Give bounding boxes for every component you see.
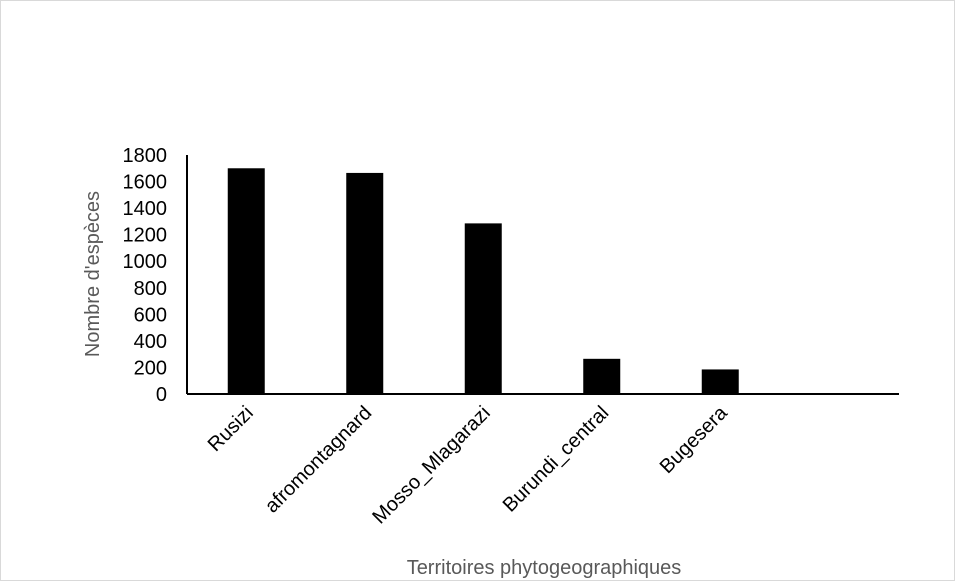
y-tick-label: 1000 (123, 251, 168, 273)
y-tick-label: 1200 (123, 225, 168, 247)
y-tick-label: 800 (134, 278, 167, 300)
bars-group (227, 168, 739, 394)
y-tick-label: 200 (134, 357, 167, 379)
x-tick-label: Bugesera (656, 401, 733, 478)
y-tick-label: 1800 (123, 145, 168, 167)
bar-mosso-mlagarazi (464, 223, 502, 394)
y-axis-title: Nombre d'espèces (82, 191, 104, 357)
y-tick-label: 1400 (123, 198, 168, 220)
x-tick-label: Burundi_central (499, 402, 614, 517)
y-tick-label: 600 (134, 304, 167, 326)
y-tick-label: 1600 (123, 172, 168, 194)
bar-bugesera (701, 369, 739, 394)
bar-burundi-central (583, 358, 621, 394)
x-axis-title: Territoires phytogeographiques (407, 557, 682, 579)
x-tick-label: afromontagnard (261, 402, 376, 517)
bar-afromontagnard (346, 172, 384, 394)
y-tick-label: 400 (134, 331, 167, 353)
y-tick-label: 0 (156, 384, 167, 406)
x-tick-label: Rusizi (204, 402, 258, 456)
bar-rusizi (227, 168, 265, 394)
y-tick-labels: 0 200 400 600 800 1000 1200 1400 1600 1800 (123, 145, 168, 406)
x-tick-label: Mosso_Mlagarazi (368, 402, 494, 528)
